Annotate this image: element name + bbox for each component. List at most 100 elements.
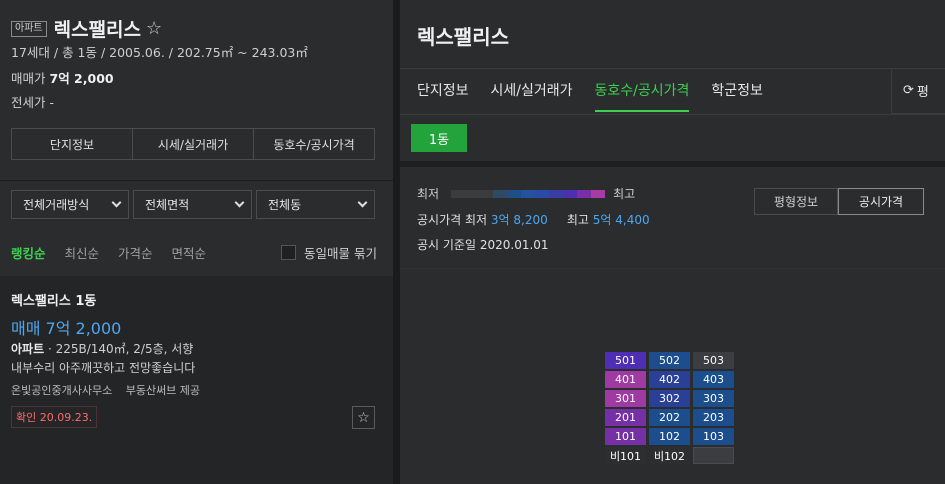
unit-cell[interactable]: 비102 bbox=[649, 447, 690, 464]
tab-market-price[interactable]: 시세/실거래가 bbox=[133, 129, 254, 159]
unit-cell-empty bbox=[693, 447, 734, 464]
sort-price[interactable]: 가격순 bbox=[118, 246, 153, 261]
rent-price-value: - bbox=[49, 95, 55, 110]
legend-color-swatch bbox=[493, 189, 508, 198]
tab-unit-price[interactable]: 동호수/공시가격 bbox=[273, 137, 355, 152]
sale-price-label: 매매가 bbox=[11, 71, 46, 86]
public-price-max-label: 최고 bbox=[566, 213, 589, 227]
divider bbox=[400, 268, 945, 269]
chevron-down-icon bbox=[357, 197, 368, 208]
detail-tab-school[interactable]: 학군정보 bbox=[711, 83, 763, 99]
unit-cell[interactable]: 301 bbox=[605, 390, 646, 407]
listing-agent-row: 온빛공인중개사사무소 부동산써브 제공 bbox=[11, 382, 210, 398]
unit-cell[interactable]: 401 bbox=[605, 371, 646, 388]
listing-price: 매매 7억 2,000 bbox=[11, 319, 122, 338]
unit-cell[interactable]: 303 bbox=[693, 390, 734, 407]
detail-title: 렉스팰리스 bbox=[417, 25, 509, 49]
unit-cell[interactable]: 402 bbox=[649, 371, 690, 388]
complex-summary-panel: 아파트 렉스팰리스 ☆ 17세대 / 총 1동 / 2005.06. / 202… bbox=[0, 0, 393, 484]
listing-agent: 온빛공인중개사사무소 bbox=[11, 384, 113, 397]
legend-color-swatch bbox=[451, 189, 466, 198]
unit-cell[interactable]: 203 bbox=[693, 409, 734, 426]
legend-color-swatch bbox=[535, 189, 550, 198]
panel-divider[interactable] bbox=[393, 0, 400, 484]
rent-price-row: 전세가 - bbox=[11, 92, 54, 111]
public-price-label: 공시가격 bbox=[417, 213, 462, 227]
complex-name: 렉스팰리스 bbox=[53, 19, 142, 41]
listing-description: 내부수리 아주깨끗하고 전망좋습니다 bbox=[11, 361, 196, 375]
area-info-button[interactable]: 평형정보 bbox=[754, 188, 838, 215]
listing-spec: 아파트 · 225B/140㎡, 2/5층, 서향 bbox=[11, 340, 193, 357]
detail-tab-unit-price[interactable]: 동호수/공시가격 bbox=[594, 80, 690, 112]
unit-cell[interactable]: 101 bbox=[605, 428, 646, 445]
unit-cell[interactable]: 비101 bbox=[605, 447, 646, 464]
trade-type-dropdown[interactable]: 전체거래방식 bbox=[11, 190, 129, 219]
public-price-button[interactable]: 공시가격 bbox=[838, 188, 924, 215]
public-price-min-label: 최저 bbox=[465, 213, 488, 227]
listing-provider: 부동산써브 제공 bbox=[125, 384, 201, 397]
sort-latest[interactable]: 최신순 bbox=[64, 246, 100, 261]
price-color-legend: 최저 최고 bbox=[417, 185, 635, 202]
area-dropdown[interactable]: 전체면적 bbox=[133, 190, 252, 219]
tab-complex-info[interactable]: 단지정보 bbox=[12, 129, 133, 159]
divider bbox=[400, 68, 945, 69]
sort-area[interactable]: 면적순 bbox=[171, 246, 207, 261]
legend-color-swatch bbox=[507, 189, 522, 198]
group-same-listings-label: 동일매물 묶기 bbox=[304, 246, 377, 261]
legend-color-swatch bbox=[591, 189, 606, 198]
unit-cell[interactable]: 302 bbox=[649, 390, 690, 407]
complex-detail-panel: 렉스팰리스 단지정보 시세/실거래가 동호수/공시가격 학군정보 ⟳ 평 1동 … bbox=[400, 0, 945, 484]
group-same-listings-toggle[interactable]: 동일매물 묶기 bbox=[281, 243, 377, 262]
listing-confirm-badge: 확인 20.09.23. bbox=[11, 406, 98, 428]
unit-toggle-label: 평 bbox=[916, 85, 929, 100]
complex-header: 아파트 렉스팰리스 ☆ bbox=[11, 15, 162, 42]
detail-tab-complex-info[interactable]: 단지정보 bbox=[417, 83, 469, 99]
legend-color-swatch bbox=[563, 189, 578, 198]
view-toggle: 평형정보 공시가격 bbox=[754, 188, 924, 215]
unit-cell[interactable]: 102 bbox=[649, 428, 690, 445]
property-type-badge: 아파트 bbox=[11, 20, 47, 37]
unit-cell[interactable]: 403 bbox=[693, 371, 734, 388]
building-1-button[interactable]: 1동 bbox=[411, 124, 467, 152]
public-price-date-value: 2020.01.01 bbox=[479, 238, 549, 252]
favorite-star-icon[interactable]: ☆ bbox=[146, 18, 163, 39]
trade-type-label: 전체거래방식 bbox=[23, 198, 90, 212]
detail-tabs: 단지정보 시세/실거래가 동호수/공시가격 학군정보 bbox=[417, 80, 785, 112]
legend-color-swatch bbox=[577, 189, 592, 198]
listing-card[interactable]: 렉스팰리스 1동 매매 7억 2,000 아파트 · 225B/140㎡, 2/… bbox=[0, 276, 393, 484]
refresh-icon: ⟳ bbox=[903, 83, 914, 98]
unit-cell[interactable]: 201 bbox=[605, 409, 646, 426]
building-dropdown[interactable]: 전체동 bbox=[256, 190, 375, 219]
filter-bar: 전체거래방식 전체면적 전체동 bbox=[11, 190, 375, 219]
unit-cell[interactable]: 502 bbox=[649, 352, 690, 369]
sale-price-value: 7억 2,000 bbox=[49, 71, 114, 86]
detail-tab-market-price[interactable]: 시세/실거래가 bbox=[490, 83, 573, 99]
unit-cell[interactable]: 503 bbox=[693, 352, 734, 369]
checkbox[interactable] bbox=[281, 245, 297, 260]
unit-cell[interactable]: 202 bbox=[649, 409, 690, 426]
legend-low-label: 최저 bbox=[417, 187, 440, 201]
public-price-max-value: 5억 4,400 bbox=[592, 213, 650, 227]
listing-favorite-star-icon[interactable]: ☆ bbox=[352, 406, 375, 429]
divider bbox=[400, 114, 945, 115]
unit-cell[interactable]: 103 bbox=[693, 428, 734, 445]
sort-ranking[interactable]: 랭킹순 bbox=[11, 246, 46, 261]
public-price-min-value: 3억 8,200 bbox=[490, 213, 548, 227]
public-price-summary: 공시가격 최저 3억 8,200 최고 5억 4,400 bbox=[417, 211, 650, 228]
chevron-down-icon bbox=[234, 197, 245, 208]
public-price-date-label: 공시 기준일 bbox=[417, 238, 477, 252]
building-label: 전체동 bbox=[268, 198, 302, 212]
legend-color-swatch bbox=[521, 189, 536, 198]
legend-color-swatch bbox=[465, 189, 480, 198]
listing-type: 아파트 bbox=[11, 342, 45, 356]
unit-toggle-button[interactable]: ⟳ 평 bbox=[891, 68, 945, 114]
legend-high-label: 최고 bbox=[613, 187, 636, 201]
listing-title: 렉스팰리스 1동 bbox=[11, 294, 97, 309]
legend-color-swatch bbox=[549, 189, 564, 198]
unit-cell[interactable]: 501 bbox=[605, 352, 646, 369]
complex-meta: 17세대 / 총 1동 / 2005.06. / 202.75㎡ ~ 243.0… bbox=[11, 45, 308, 60]
chevron-down-icon bbox=[111, 197, 122, 208]
rent-price-label: 전세가 bbox=[11, 95, 46, 110]
public-price-date-row: 공시 기준일 2020.01.01 bbox=[417, 236, 549, 253]
divider bbox=[400, 161, 945, 167]
